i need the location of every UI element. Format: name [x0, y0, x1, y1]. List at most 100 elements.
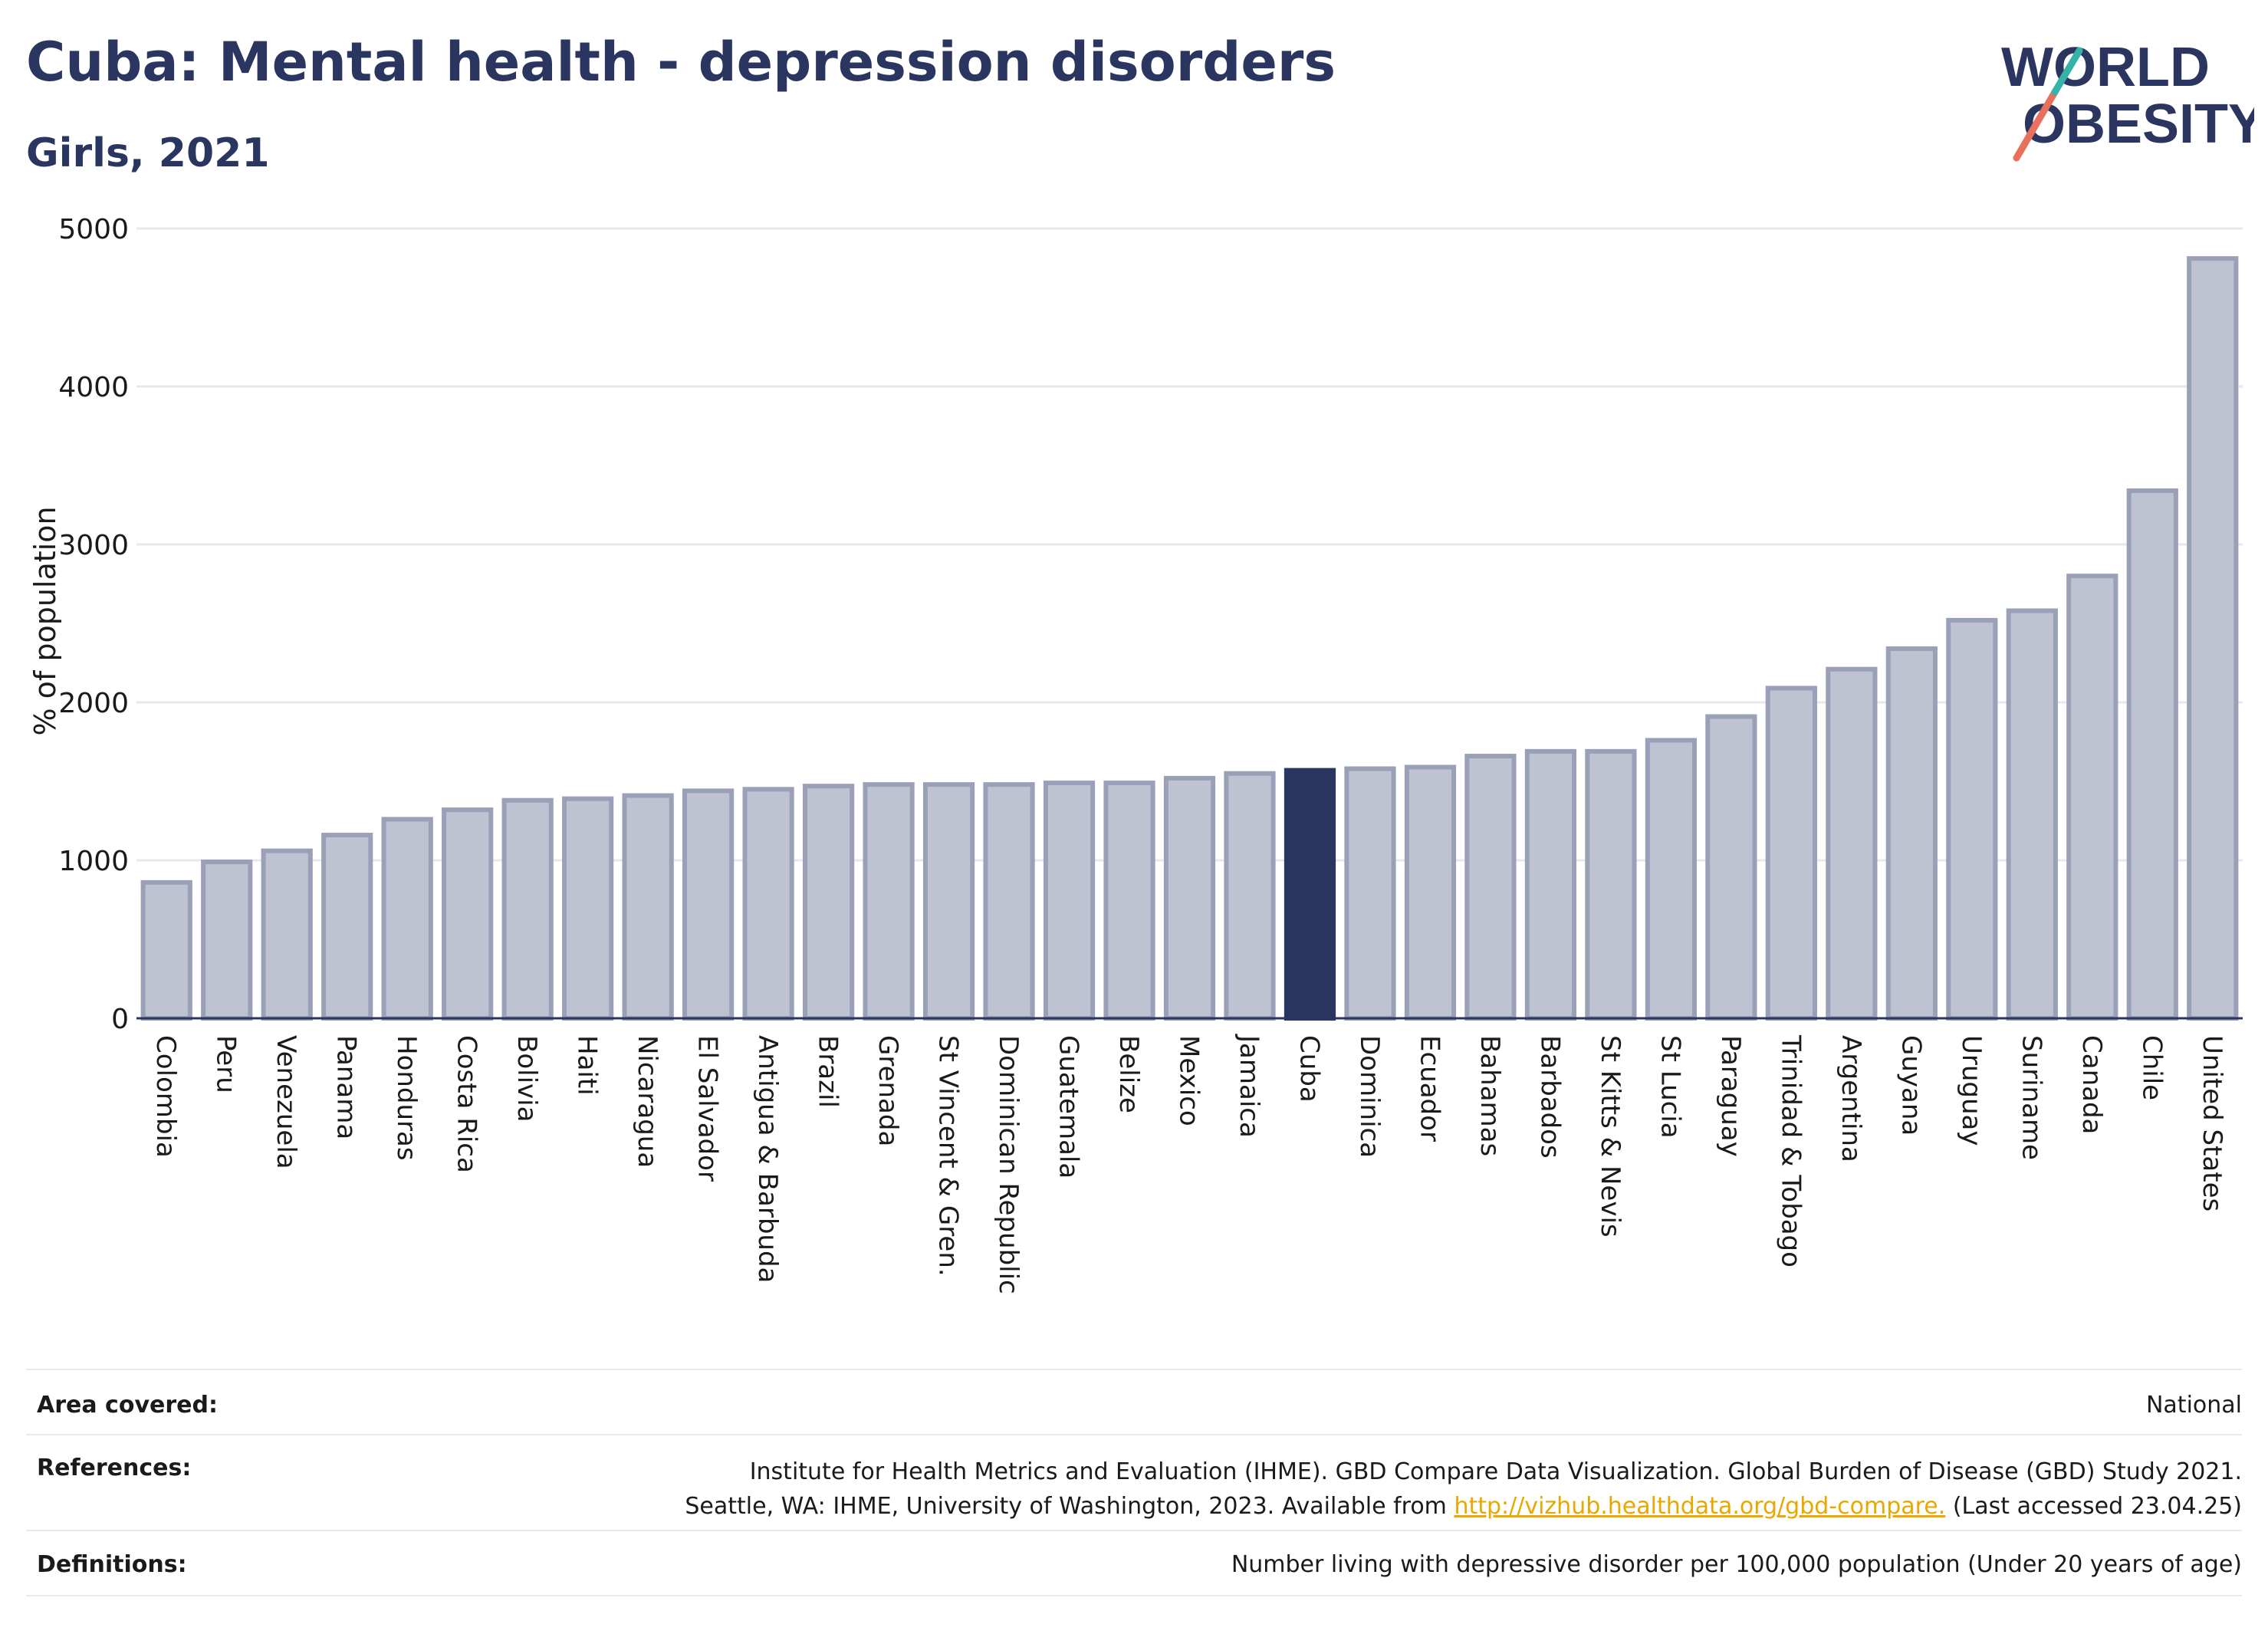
x-tick-label: Venezuela — [271, 1035, 301, 1169]
y-tick-label: 4000 — [58, 372, 129, 403]
x-tick-label: St Vincent & Gren. — [933, 1035, 964, 1277]
bar-mexico — [1163, 775, 1216, 1021]
logo-slash-teal — [2051, 47, 2083, 96]
x-tick-label: Jamaica — [1234, 1034, 1264, 1138]
definitions-label: Definitions: — [37, 1551, 187, 1578]
bar-costa-rica — [442, 807, 494, 1021]
logo-line-2: OBESITY — [2023, 94, 2254, 155]
bar-jamaica — [1224, 771, 1276, 1021]
y-axis-label: % of population — [28, 506, 62, 735]
references-line-1: Institute for Health Metrics and Evaluat… — [749, 1458, 2242, 1485]
x-tick-label: Dominica — [1354, 1035, 1385, 1158]
x-tick-label: Brazil — [813, 1035, 843, 1108]
bar-suriname — [2006, 608, 2058, 1021]
y-tick-label: 1000 — [58, 846, 129, 877]
bar-barbados — [1524, 748, 1577, 1021]
x-tick-label: Argentina — [1836, 1035, 1866, 1162]
bar-brazil — [802, 784, 855, 1021]
bar-haiti — [562, 796, 614, 1021]
page-title: Cuba: Mental health - depression disorde… — [26, 31, 1336, 94]
area-value: National — [2145, 1392, 2242, 1419]
bar-antigua-barbuda — [742, 787, 794, 1021]
x-tick-label: Peru — [211, 1035, 242, 1093]
x-tick-label: Trinidad & Tobago — [1775, 1034, 1806, 1267]
bar-bahamas — [1464, 754, 1517, 1021]
references-value: Institute for Health Metrics and Evaluat… — [685, 1455, 2242, 1524]
references-label: References: — [37, 1455, 192, 1481]
y-tick-label: 0 — [111, 1004, 129, 1035]
logo-line-1: WORLD — [2001, 37, 2210, 98]
bar-united-states — [2187, 256, 2239, 1021]
x-tick-label: Paraguay — [1715, 1035, 1746, 1157]
x-tick-label: Ecuador — [1414, 1035, 1445, 1142]
page-subtitle: Girls, 2021 — [26, 130, 270, 176]
bar-peru — [201, 860, 253, 1021]
logo-slash-red — [2013, 88, 2059, 162]
x-tick-label: Bahamas — [1474, 1035, 1505, 1156]
chart-bars — [140, 256, 2239, 1021]
footer-divider — [26, 1595, 2242, 1596]
references-link[interactable]: http://vizhub.healthdata.org/gbd-compare… — [1454, 1493, 1946, 1520]
bar-trinidad-tobago — [1765, 685, 1817, 1021]
bar-honduras — [381, 817, 433, 1021]
x-tick-label: Nicaragua — [632, 1035, 662, 1168]
x-tick-label: Guatemala — [1053, 1035, 1084, 1179]
area-label: Area covered: — [37, 1392, 218, 1419]
x-tick-label: Cuba — [1293, 1035, 1324, 1103]
x-tick-label: Colombia — [150, 1035, 181, 1158]
x-tick-label: Bolivia — [511, 1035, 542, 1122]
bar-st-vincent-gren- — [922, 782, 975, 1021]
bar-panama — [321, 833, 373, 1021]
footer-divider — [26, 1434, 2242, 1435]
x-tick-label: Panama — [331, 1035, 362, 1139]
bar-colombia — [140, 879, 192, 1021]
x-tick-label: Canada — [2076, 1035, 2107, 1134]
bar-chile — [2126, 488, 2178, 1021]
bar-guatemala — [1043, 781, 1096, 1021]
bar-dominican-republic — [983, 782, 1035, 1021]
footer-divider — [26, 1530, 2242, 1531]
bar-uruguay — [1946, 617, 1998, 1021]
bar-cuba — [1284, 768, 1336, 1021]
x-tick-label: St Lucia — [1655, 1035, 1685, 1139]
bar-el-salvador — [682, 788, 735, 1021]
world-obesity-logo: WORLD OBESITY — [2001, 37, 2254, 162]
bar-dominica — [1344, 766, 1396, 1021]
x-tick-label: Suriname — [2016, 1035, 2046, 1160]
bar-canada — [2066, 574, 2118, 1021]
footer-divider — [26, 1369, 2242, 1370]
y-axis-ticks: 0 1000 2000 3000 4000 5000 — [58, 214, 129, 1035]
bar-grenada — [863, 782, 915, 1021]
x-tick-label: Honduras — [391, 1035, 422, 1161]
x-axis-labels: Colombia Peru Venezuela Panama Honduras Costa… — [150, 1034, 2227, 1294]
bar-venezuela — [261, 848, 313, 1021]
x-tick-label: United States — [2197, 1035, 2227, 1212]
definitions-value: Number living with depressive disorder p… — [1231, 1551, 2242, 1578]
x-tick-label: Grenada — [873, 1035, 903, 1146]
x-tick-label: Mexico — [1174, 1035, 1205, 1126]
bar-paraguay — [1705, 714, 1757, 1021]
x-tick-label: Belize — [1113, 1035, 1144, 1113]
x-tick-label: El Salvador — [692, 1035, 723, 1182]
x-tick-label: Dominican Republic — [993, 1035, 1024, 1294]
references-line-2-pre: Seattle, WA: IHME, University of Washing… — [685, 1493, 1454, 1520]
bar-argentina — [1826, 666, 1878, 1021]
bar-st-lucia — [1645, 738, 1697, 1021]
x-tick-label: Haiti — [572, 1035, 603, 1096]
bar-bolivia — [501, 797, 554, 1021]
y-tick-label: 5000 — [58, 214, 129, 245]
bar-belize — [1103, 781, 1155, 1021]
bar-nicaragua — [622, 793, 674, 1021]
bar-ecuador — [1404, 764, 1457, 1021]
bar-chart: 0 1000 2000 3000 4000 5000 % of population Co… — [28, 214, 2243, 1294]
x-tick-label: Guyana — [1895, 1035, 1926, 1136]
bar-guyana — [1885, 646, 1938, 1021]
x-tick-label: Costa Rica — [452, 1035, 482, 1173]
x-tick-label: St Kitts & Nevis — [1595, 1035, 1625, 1238]
x-tick-label: Antigua & Barbuda — [752, 1035, 783, 1283]
x-tick-label: Barbados — [1534, 1035, 1565, 1159]
y-tick-label: 2000 — [58, 688, 129, 719]
bar-st-kitts-nevis — [1585, 748, 1637, 1021]
x-tick-label: Uruguay — [1956, 1035, 1987, 1146]
y-tick-label: 3000 — [58, 530, 129, 561]
